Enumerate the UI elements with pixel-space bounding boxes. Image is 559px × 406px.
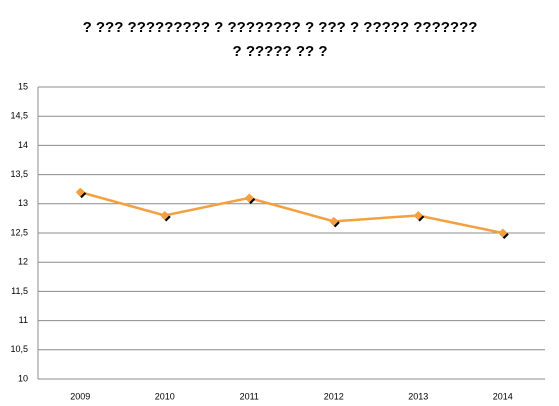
y-tick-label: 14,5 [10,111,28,121]
y-tick-label: 14 [18,140,28,150]
marker [413,210,423,220]
chart-title: ? ????? ?? ? [233,43,328,60]
y-tick-label: 13,5 [10,169,28,179]
y-tick-label: 12 [18,257,28,267]
line [79,190,504,235]
y-tick-label: 10,5 [10,344,28,354]
chart-title: ? ??? ????????? ? ???????? ? ??? ? ?????… [83,19,478,36]
y-tick-label: 11 [19,315,28,325]
x-tick-label: 2013 [408,391,428,401]
marker [160,210,170,220]
y-tick-label: 11,5 [11,286,28,296]
marker [244,193,254,203]
y-tick-label: 15 [18,81,28,91]
marker [75,187,85,197]
x-tick-label: 2014 [493,391,513,401]
x-tick-label: 2011 [240,391,259,401]
y-tick-label: 12,5 [10,227,28,237]
marker [329,216,339,226]
y-tick-label: 13 [18,198,28,208]
x-tick-label: 2012 [324,391,344,401]
x-tick-label: 2009 [70,391,90,401]
marker [498,228,508,238]
y-tick-label: 10 [18,373,28,383]
x-tick-label: 2010 [155,391,175,401]
